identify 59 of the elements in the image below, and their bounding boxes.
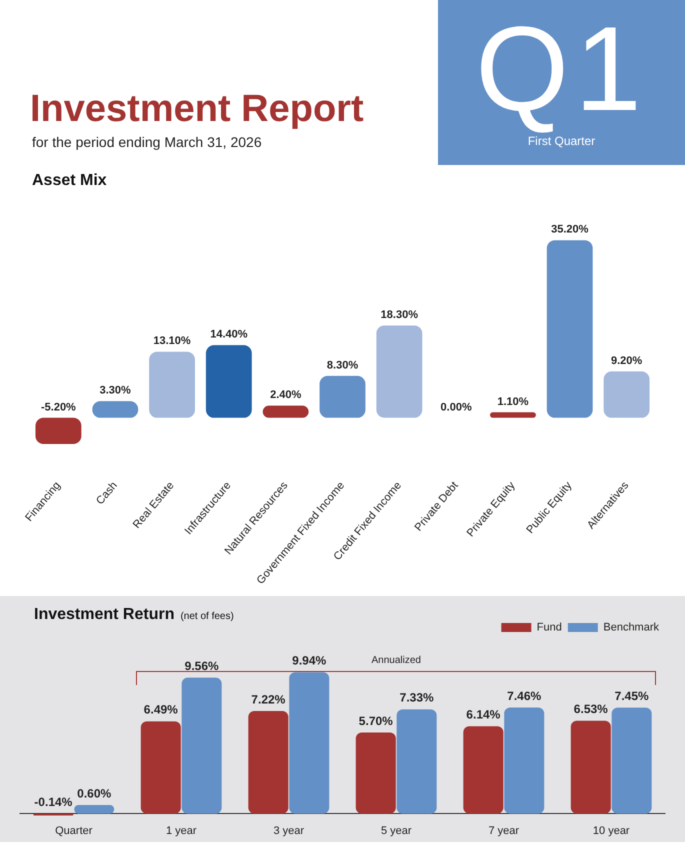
data-label: 3.30% bbox=[100, 384, 132, 397]
chart-title: Investment Return bbox=[34, 606, 174, 623]
data-label: 7.33% bbox=[400, 690, 434, 705]
data-label: 9.94% bbox=[292, 654, 327, 668]
data-label: 5.70% bbox=[358, 714, 394, 728]
text: Investment Report bbox=[30, 88, 364, 131]
data-label: 13.10% bbox=[153, 335, 191, 348]
bar bbox=[490, 412, 536, 418]
bar bbox=[546, 240, 593, 418]
bar bbox=[504, 708, 544, 814]
x-tick-label: 3 year bbox=[273, 825, 304, 838]
bar bbox=[182, 678, 222, 814]
bar bbox=[289, 672, 330, 814]
data-label: 0.00% bbox=[440, 401, 472, 414]
data-label: 14.40% bbox=[210, 328, 248, 341]
text: for the period ending March 31, 2026 bbox=[32, 134, 262, 150]
bar bbox=[570, 720, 611, 814]
bar bbox=[262, 406, 309, 418]
text: Q1 bbox=[474, 2, 649, 136]
data-label: 7.46% bbox=[507, 688, 542, 703]
bar bbox=[206, 345, 252, 418]
data-label: 6.14% bbox=[466, 708, 501, 722]
bar bbox=[35, 418, 82, 444]
bar bbox=[320, 376, 366, 418]
bar bbox=[396, 709, 437, 814]
bar bbox=[356, 732, 396, 814]
x-tick-label: 7 year bbox=[488, 825, 520, 838]
bar bbox=[248, 710, 288, 814]
data-label: 35.20% bbox=[551, 224, 589, 236]
data-label: 0.60% bbox=[77, 786, 112, 800]
legend-label: Fund bbox=[536, 622, 562, 634]
x-tick-label: Quarter bbox=[55, 825, 93, 838]
x-tick-label: 1 year bbox=[166, 825, 197, 838]
bar bbox=[140, 721, 181, 814]
bar bbox=[604, 371, 650, 418]
data-label: -5.20% bbox=[40, 401, 76, 414]
data-label: -0.14% bbox=[34, 794, 73, 809]
data-label: 6.49% bbox=[144, 702, 178, 717]
bar bbox=[463, 726, 504, 814]
bar bbox=[376, 325, 422, 418]
text: Annualized bbox=[372, 655, 421, 666]
data-label: 7.45% bbox=[614, 688, 650, 703]
data-label: 1.10% bbox=[497, 396, 529, 408]
text: First Quarter bbox=[526, 134, 596, 148]
x-tick-label: 5 year bbox=[380, 825, 412, 838]
data-label: 9.20% bbox=[610, 354, 642, 367]
data-label: 7.22% bbox=[251, 692, 286, 706]
bar bbox=[74, 805, 114, 814]
data-label: 18.30% bbox=[380, 309, 418, 321]
data-label: 9.56% bbox=[184, 658, 220, 673]
x-tick-label: 10 year bbox=[592, 825, 630, 838]
data-label: 6.53% bbox=[574, 702, 608, 716]
chart-title: Asset Mix bbox=[31, 172, 108, 190]
chart-subtitle: (net of fees) bbox=[180, 611, 234, 622]
bar bbox=[149, 352, 195, 418]
data-label: 2.40% bbox=[270, 389, 302, 402]
data-label: 8.30% bbox=[326, 359, 358, 372]
bar bbox=[612, 708, 652, 814]
legend-label: Benchmark bbox=[603, 622, 660, 634]
